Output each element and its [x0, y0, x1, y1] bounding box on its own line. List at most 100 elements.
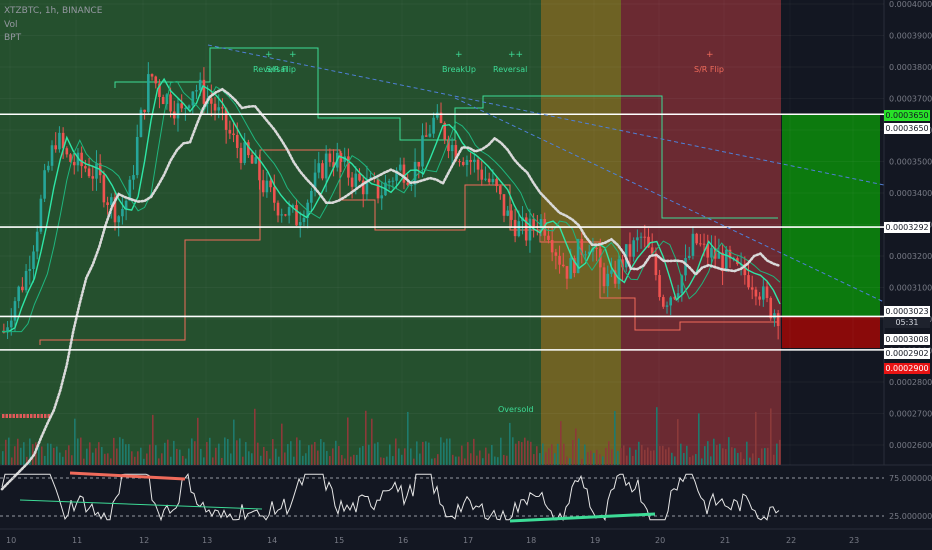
volume-bar: [620, 448, 622, 465]
candle-body: [358, 173, 361, 181]
candle-body: [87, 168, 91, 177]
volume-bar: [773, 454, 775, 465]
candle-body: [443, 123, 447, 140]
trend-line-upper: [207, 44, 885, 186]
volume-bar: [101, 447, 103, 465]
volume-bar: [662, 445, 664, 465]
volume-bar: [641, 444, 643, 465]
candle-body: [195, 90, 198, 92]
volume-bar: [98, 442, 100, 465]
candle-body: [439, 112, 443, 124]
volume-bar: [83, 458, 85, 465]
volume-bar: [401, 454, 403, 465]
vol-label: Vol: [4, 20, 18, 30]
candle-body: [276, 202, 280, 216]
candle-body: [776, 313, 780, 326]
volume-bar: [287, 444, 289, 465]
candle-body: [580, 238, 584, 255]
candle-body: [221, 107, 224, 109]
volume-bar: [140, 447, 142, 465]
candle-body: [517, 221, 521, 237]
volume-bar: [629, 447, 631, 465]
volume-bar: [683, 452, 685, 465]
volume-bar: [197, 417, 199, 465]
volume-bar: [647, 447, 649, 465]
candle-body: [113, 197, 117, 223]
signal-label: Reversal: [493, 65, 527, 74]
candle-body: [228, 129, 232, 134]
candle-body: [250, 155, 254, 164]
volume-bar: [494, 456, 496, 465]
horizontal-levels: [0, 113, 884, 351]
candle-body: [424, 135, 428, 137]
volume-bar: [536, 446, 538, 465]
volume-bar: [404, 448, 406, 465]
volume-bar: [626, 455, 628, 465]
volume-bar: [632, 455, 634, 465]
volume-bar: [656, 407, 658, 465]
price-tag: 0.0003650: [884, 110, 930, 121]
candle-body: [39, 198, 43, 232]
volume-bar: [659, 446, 661, 465]
candle-body: [743, 263, 747, 276]
time-tick-label: 12: [139, 536, 149, 545]
volume-bar: [608, 441, 610, 465]
volume-bar: [89, 442, 91, 465]
symbol-title: XTZBTC, 1h, BINANCE: [4, 6, 103, 16]
volume-bar: [374, 443, 376, 465]
candle-body: [17, 286, 20, 302]
candle-body: [643, 236, 647, 238]
volume-bar: [359, 447, 361, 465]
step-lines: [39, 47, 778, 345]
volume-bar: [686, 445, 688, 465]
price-tick-label: 0.0002800: [889, 378, 932, 387]
volume-bar: [446, 438, 448, 465]
time-tick-label: 14: [267, 536, 277, 545]
volume-bar: [416, 441, 418, 465]
candle-body: [91, 176, 95, 179]
candle-body: [558, 255, 561, 265]
volume-bar: [284, 452, 286, 465]
volume-bar: [326, 450, 328, 465]
candle-body: [184, 108, 187, 110]
support-step-line: [39, 149, 778, 345]
candle-body: [24, 270, 28, 291]
volume-bar: [191, 438, 193, 465]
candle-body: [76, 152, 80, 166]
candle-body: [354, 173, 358, 187]
candle-body: [432, 117, 435, 134]
volume-bar: [503, 454, 505, 465]
candle-body: [380, 195, 384, 199]
candle-body: [65, 148, 69, 155]
volume-bar: [596, 449, 598, 465]
candle-body: [298, 222, 302, 226]
volume-bar: [530, 441, 532, 465]
volume-bar: [614, 410, 616, 465]
candle-body: [80, 152, 83, 167]
candle-body: [595, 247, 598, 249]
volume-bar: [422, 441, 424, 465]
volume-bar: [305, 453, 307, 465]
volume-bar: [671, 452, 673, 465]
volume-bar: [761, 448, 763, 465]
volume-bar: [86, 448, 88, 465]
volume-marker: [37, 414, 40, 418]
volume-bar: [392, 456, 394, 465]
volume-bar: [473, 438, 475, 465]
rsi-pane: 75.0000000 25.0000000: [0, 471, 932, 523]
volume-bar: [677, 419, 679, 465]
volume-bar: [167, 439, 169, 465]
volume-bar: [164, 442, 166, 465]
volume-marker: [12, 414, 15, 418]
volume-bar: [104, 453, 106, 465]
volume-bar: [245, 442, 247, 465]
volume-bar: [500, 437, 502, 465]
candle-body: [132, 175, 135, 180]
candle-body: [280, 214, 284, 216]
volume-marker: [26, 414, 29, 418]
candle-body: [680, 275, 684, 294]
candle-body: [576, 238, 580, 274]
volume-bar: [599, 454, 601, 465]
